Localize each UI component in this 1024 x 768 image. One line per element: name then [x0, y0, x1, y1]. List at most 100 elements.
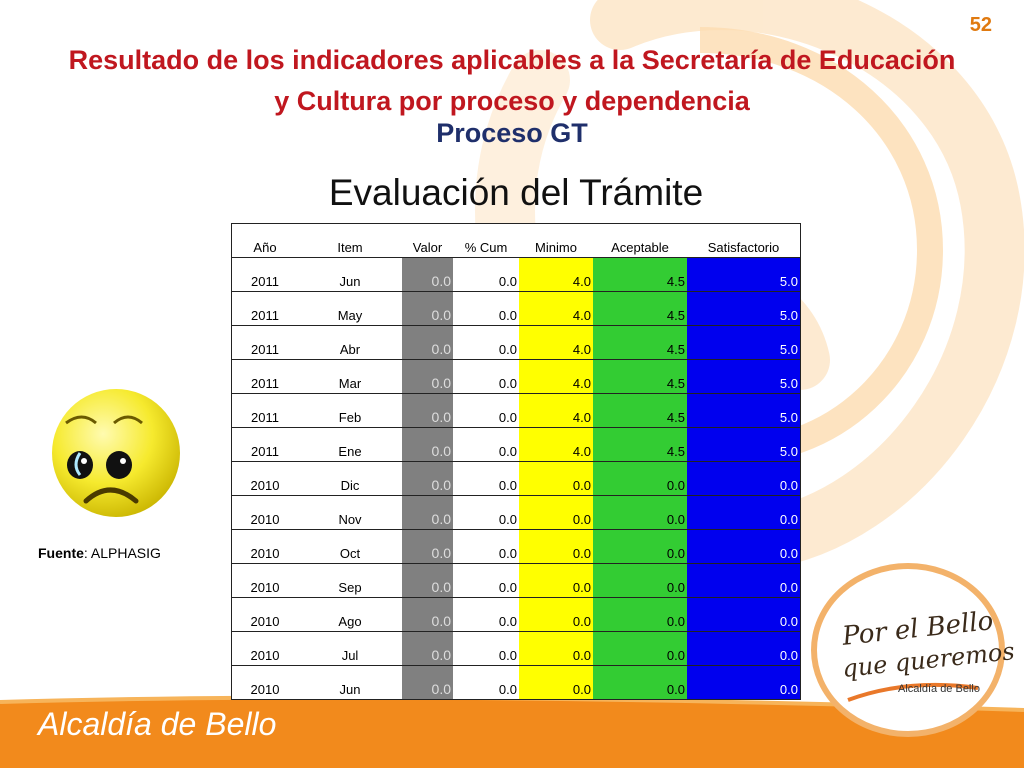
cell-cum: 0.0 — [453, 393, 519, 428]
cell-minimo: 0.0 — [519, 495, 593, 530]
cell-satisfactorio: 0.0 — [687, 665, 801, 700]
campaign-logo — [811, 563, 1005, 737]
table-row: 2011 Ene 0.0 0.0 4.0 4.5 5.0 — [231, 427, 801, 462]
cell-aceptable: 4.5 — [593, 325, 687, 360]
cell-ano: 2010 — [231, 495, 298, 530]
table-row: 2010 Nov 0.0 0.0 0.0 0.0 0.0 — [231, 495, 801, 530]
cell-ano: 2010 — [231, 461, 298, 496]
cell-cum: 0.0 — [453, 597, 519, 632]
cell-minimo: 4.0 — [519, 257, 593, 292]
cell-valor: 0.0 — [402, 291, 453, 326]
table-row: 2010 Sep 0.0 0.0 0.0 0.0 0.0 — [231, 563, 801, 598]
source-note: Fuente: ALPHASIG — [38, 545, 161, 561]
cell-item: Oct — [298, 529, 402, 564]
slide-title: Resultado de los indicadores aplicables … — [68, 45, 956, 116]
cell-item: Sep — [298, 563, 402, 598]
page-number: 52 — [969, 14, 992, 36]
cell-minimo: 0.0 — [519, 461, 593, 496]
slide-subtitle: Proceso GT — [436, 118, 588, 148]
sad-face-icon — [44, 383, 186, 525]
column-header-cum: % Cum — [453, 223, 519, 258]
cell-cum: 0.0 — [453, 461, 519, 496]
cell-item: Mar — [298, 359, 402, 394]
cell-satisfactorio: 5.0 — [687, 257, 801, 292]
cell-minimo: 4.0 — [519, 393, 593, 428]
cell-aceptable: 4.5 — [593, 393, 687, 428]
column-header-ano: Año — [231, 223, 298, 258]
cell-valor: 0.0 — [402, 597, 453, 632]
cell-cum: 0.0 — [453, 665, 519, 700]
cell-satisfactorio: 0.0 — [687, 563, 801, 598]
column-header-item: Item — [298, 223, 402, 258]
cell-satisfactorio: 5.0 — [687, 427, 801, 462]
table-row: 2011 Feb 0.0 0.0 4.0 4.5 5.0 — [231, 393, 801, 428]
column-header-satisfactorio: Satisfactorio — [687, 223, 801, 258]
cell-ano: 2010 — [231, 563, 298, 598]
cell-cum: 0.0 — [453, 563, 519, 598]
cell-valor: 0.0 — [402, 393, 453, 428]
source-value: : ALPHASIG — [83, 545, 161, 561]
cell-minimo: 4.0 — [519, 291, 593, 326]
cell-cum: 0.0 — [453, 495, 519, 530]
cell-ano: 2011 — [231, 393, 298, 428]
table-row: 2010 Ago 0.0 0.0 0.0 0.0 0.0 — [231, 597, 801, 632]
cell-cum: 0.0 — [453, 529, 519, 564]
cell-ano: 2011 — [231, 325, 298, 360]
cell-aceptable: 4.5 — [593, 291, 687, 326]
cell-valor: 0.0 — [402, 529, 453, 564]
cell-item: Jun — [298, 257, 402, 292]
cell-aceptable: 0.0 — [593, 665, 687, 700]
cell-aceptable: 4.5 — [593, 359, 687, 394]
cell-aceptable: 0.0 — [593, 461, 687, 496]
cell-valor: 0.0 — [402, 631, 453, 666]
cell-minimo: 0.0 — [519, 597, 593, 632]
table-row: 2010 Dic 0.0 0.0 0.0 0.0 0.0 — [231, 461, 801, 496]
cell-ano: 2011 — [231, 359, 298, 394]
column-header-minimo: Minimo — [519, 223, 593, 258]
cell-valor: 0.0 — [402, 563, 453, 598]
cell-aceptable: 0.0 — [593, 631, 687, 666]
table-row: 2011 Mar 0.0 0.0 4.0 4.5 5.0 — [231, 359, 801, 394]
section-heading: Evaluación del Trámite — [328, 172, 704, 213]
cell-minimo: 4.0 — [519, 325, 593, 360]
cell-satisfactorio: 0.0 — [687, 461, 801, 496]
cell-aceptable: 0.0 — [593, 563, 687, 598]
source-label: Fuente — [38, 545, 84, 561]
logo-caption: Alcaldía de Bello — [898, 683, 980, 695]
cell-cum: 0.0 — [453, 631, 519, 666]
cell-ano: 2010 — [231, 529, 298, 564]
cell-minimo: 0.0 — [519, 631, 593, 666]
cell-aceptable: 0.0 — [593, 597, 687, 632]
cell-valor: 0.0 — [402, 359, 453, 394]
footer-brand: Alcaldía de Bello — [38, 706, 277, 742]
cell-item: May — [298, 291, 402, 326]
table-row: 2011 May 0.0 0.0 4.0 4.5 5.0 — [231, 291, 801, 326]
cell-satisfactorio: 0.0 — [687, 597, 801, 632]
cell-ano: 2010 — [231, 597, 298, 632]
cell-valor: 0.0 — [402, 665, 453, 700]
cell-ano: 2010 — [231, 665, 298, 700]
column-header-aceptable: Aceptable — [593, 223, 687, 258]
table-header-row: Año Item Valor % Cum Minimo Aceptable Sa… — [231, 223, 801, 258]
cell-ano: 2011 — [231, 291, 298, 326]
table-row: 2011 Jun 0.0 0.0 4.0 4.5 5.0 — [231, 257, 801, 292]
table-row: 2011 Abr 0.0 0.0 4.0 4.5 5.0 — [231, 325, 801, 360]
table-body: 2011 Jun 0.0 0.0 4.0 4.5 5.0 2011 May 0.0 0.0 4.0 4.… — [231, 257, 801, 700]
column-header-valor: Valor — [402, 223, 453, 258]
cell-satisfactorio: 5.0 — [687, 393, 801, 428]
cell-item: Feb — [298, 393, 402, 428]
indicator-table: Año Item Valor % Cum Minimo Aceptable Sa… — [231, 223, 801, 700]
table-row: 2010 Jun 0.0 0.0 0.0 0.0 0.0 — [231, 665, 801, 700]
cell-item: Dic — [298, 461, 402, 496]
cell-ano: 2010 — [231, 631, 298, 666]
cell-minimo: 0.0 — [519, 665, 593, 700]
cell-valor: 0.0 — [402, 427, 453, 462]
table-row: 2010 Oct 0.0 0.0 0.0 0.0 0.0 — [231, 529, 801, 564]
cell-satisfactorio: 0.0 — [687, 495, 801, 530]
cell-item: Abr — [298, 325, 402, 360]
cell-aceptable: 0.0 — [593, 495, 687, 530]
cell-item: Ago — [298, 597, 402, 632]
cell-satisfactorio: 0.0 — [687, 529, 801, 564]
cell-cum: 0.0 — [453, 427, 519, 462]
cell-minimo: 0.0 — [519, 529, 593, 564]
